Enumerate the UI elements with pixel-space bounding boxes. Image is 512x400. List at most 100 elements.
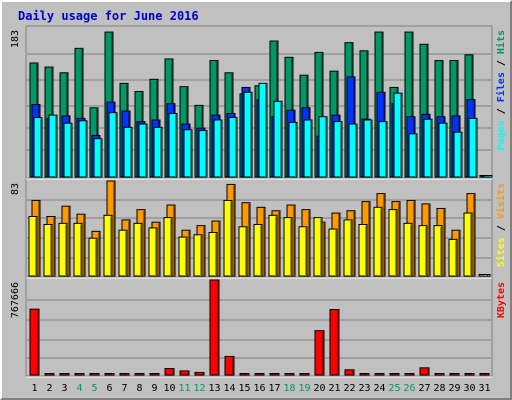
bar-sites-13 [208,232,218,277]
bar-sites-27 [418,225,428,277]
bar-pages-19 [303,119,313,178]
panel-sites-visits: 83 Sites / Visits [10,180,507,279]
x-tick-label: 13 [208,383,220,394]
bar-kbytes-7 [119,373,130,376]
x-tick-label: 2 [46,383,52,394]
y-max-label: 767666 [10,282,21,318]
bar-sites-10 [163,217,173,277]
bar-kbytes-20 [314,330,325,376]
bar-pages-22 [348,123,358,178]
bar-pages-12 [198,130,208,178]
bar-pages-8 [138,123,148,178]
bar-kbytes-30 [464,373,475,376]
bar-sites-22 [343,219,353,277]
bar-pages-1 [33,117,43,178]
x-tick-label: 3 [61,383,67,394]
bar-kbytes-10 [164,368,175,376]
series-name-pages: Pages [496,120,507,150]
bar-pages-29 [453,131,463,178]
bar-pages-23 [363,119,373,178]
x-tick-label: 23 [358,383,370,394]
bar-kbytes-22 [344,369,355,376]
x-tick-label: 26 [403,383,415,394]
bar-pages-24 [378,121,388,178]
bar-kbytes-5 [89,373,100,376]
bar-pages-11 [183,129,193,178]
bar-kbytes-3 [59,373,70,376]
bar-pages-14 [228,117,238,178]
bar-sites-23 [358,223,368,277]
series-name-hits: Hits [495,30,507,54]
bar-sites-31 [478,274,488,277]
panel-hits-files-pages: 183 Pages / Files / Hits [10,30,507,180]
bar-pages-10 [168,112,178,178]
x-tick-label: 6 [106,383,112,394]
bar-sites-17 [268,214,278,277]
bar-pages-15 [243,91,253,178]
bar-sites-2 [43,223,53,277]
bar-kbytes-29 [449,373,460,376]
bar-sites-30 [463,212,473,277]
bar-kbytes-19 [299,373,310,376]
bar-kbytes-15 [239,373,250,376]
x-tick-label: 14 [223,383,235,394]
bar-sites-12 [193,234,203,277]
bar-pages-31 [483,175,493,178]
bar-pages-16 [258,82,268,178]
bar-sites-8 [133,222,143,277]
bar-kbytes-16 [254,373,265,376]
bar-sites-20 [313,217,323,277]
bar-sites-21 [328,228,338,277]
bar-pages-21 [333,121,343,178]
x-tick-label: 8 [136,383,142,394]
bar-kbytes-6 [104,373,115,376]
x-tick-label: 25 [388,383,400,394]
x-tick-label: 16 [253,383,265,394]
x-tick-label: 17 [268,383,280,394]
bar-pages-13 [213,119,223,178]
x-tick-label: 5 [91,383,97,394]
bar-pages-2 [48,114,58,178]
series-axis-label: Pages / Files / Hits [495,30,507,150]
bar-sites-5 [88,237,98,277]
bar-kbytes-23 [359,373,370,376]
bar-kbytes-17 [269,373,280,376]
bar-kbytes-1 [29,308,40,376]
bar-pages-5 [93,138,103,178]
x-tick-label: 15 [238,383,250,394]
bar-kbytes-13 [209,279,220,376]
bar-kbytes-21 [329,309,340,376]
bar-sites-16 [253,223,263,277]
bar-sites-9 [148,227,158,277]
bar-sites-29 [448,238,458,277]
bar-sites-28 [433,225,443,277]
x-tick-label: 1 [31,383,37,394]
series-name-visits: Visits [495,183,507,219]
bar-kbytes-24 [374,373,385,376]
bar-sites-19 [298,226,308,277]
x-tick-label: 31 [478,383,490,394]
x-tick-label: 27 [418,383,430,394]
bar-sites-18 [283,217,293,277]
bar-pages-25 [393,92,403,178]
series-name-sites: Sites [495,237,507,267]
x-tick-label: 4 [76,383,82,394]
bar-pages-17 [273,100,283,178]
bar-kbytes-12 [194,371,205,376]
x-tick-label: 11 [178,383,190,394]
x-tick-label: 18 [283,383,295,394]
bar-pages-20 [318,116,328,178]
series-name-files: Files [495,72,507,102]
bar-kbytes-28 [434,373,445,376]
series-axis-label: KBytes [496,282,507,318]
bar-pages-6 [108,112,118,178]
bar-kbytes-2 [44,373,55,376]
bar-kbytes-9 [149,373,160,376]
bar-sites-26 [403,222,413,277]
x-tick-label: 28 [433,383,445,394]
x-tick-label: 7 [121,383,127,394]
x-tick-label: 21 [328,383,340,394]
bar-sites-25 [388,209,398,277]
bar-pages-28 [438,122,448,178]
